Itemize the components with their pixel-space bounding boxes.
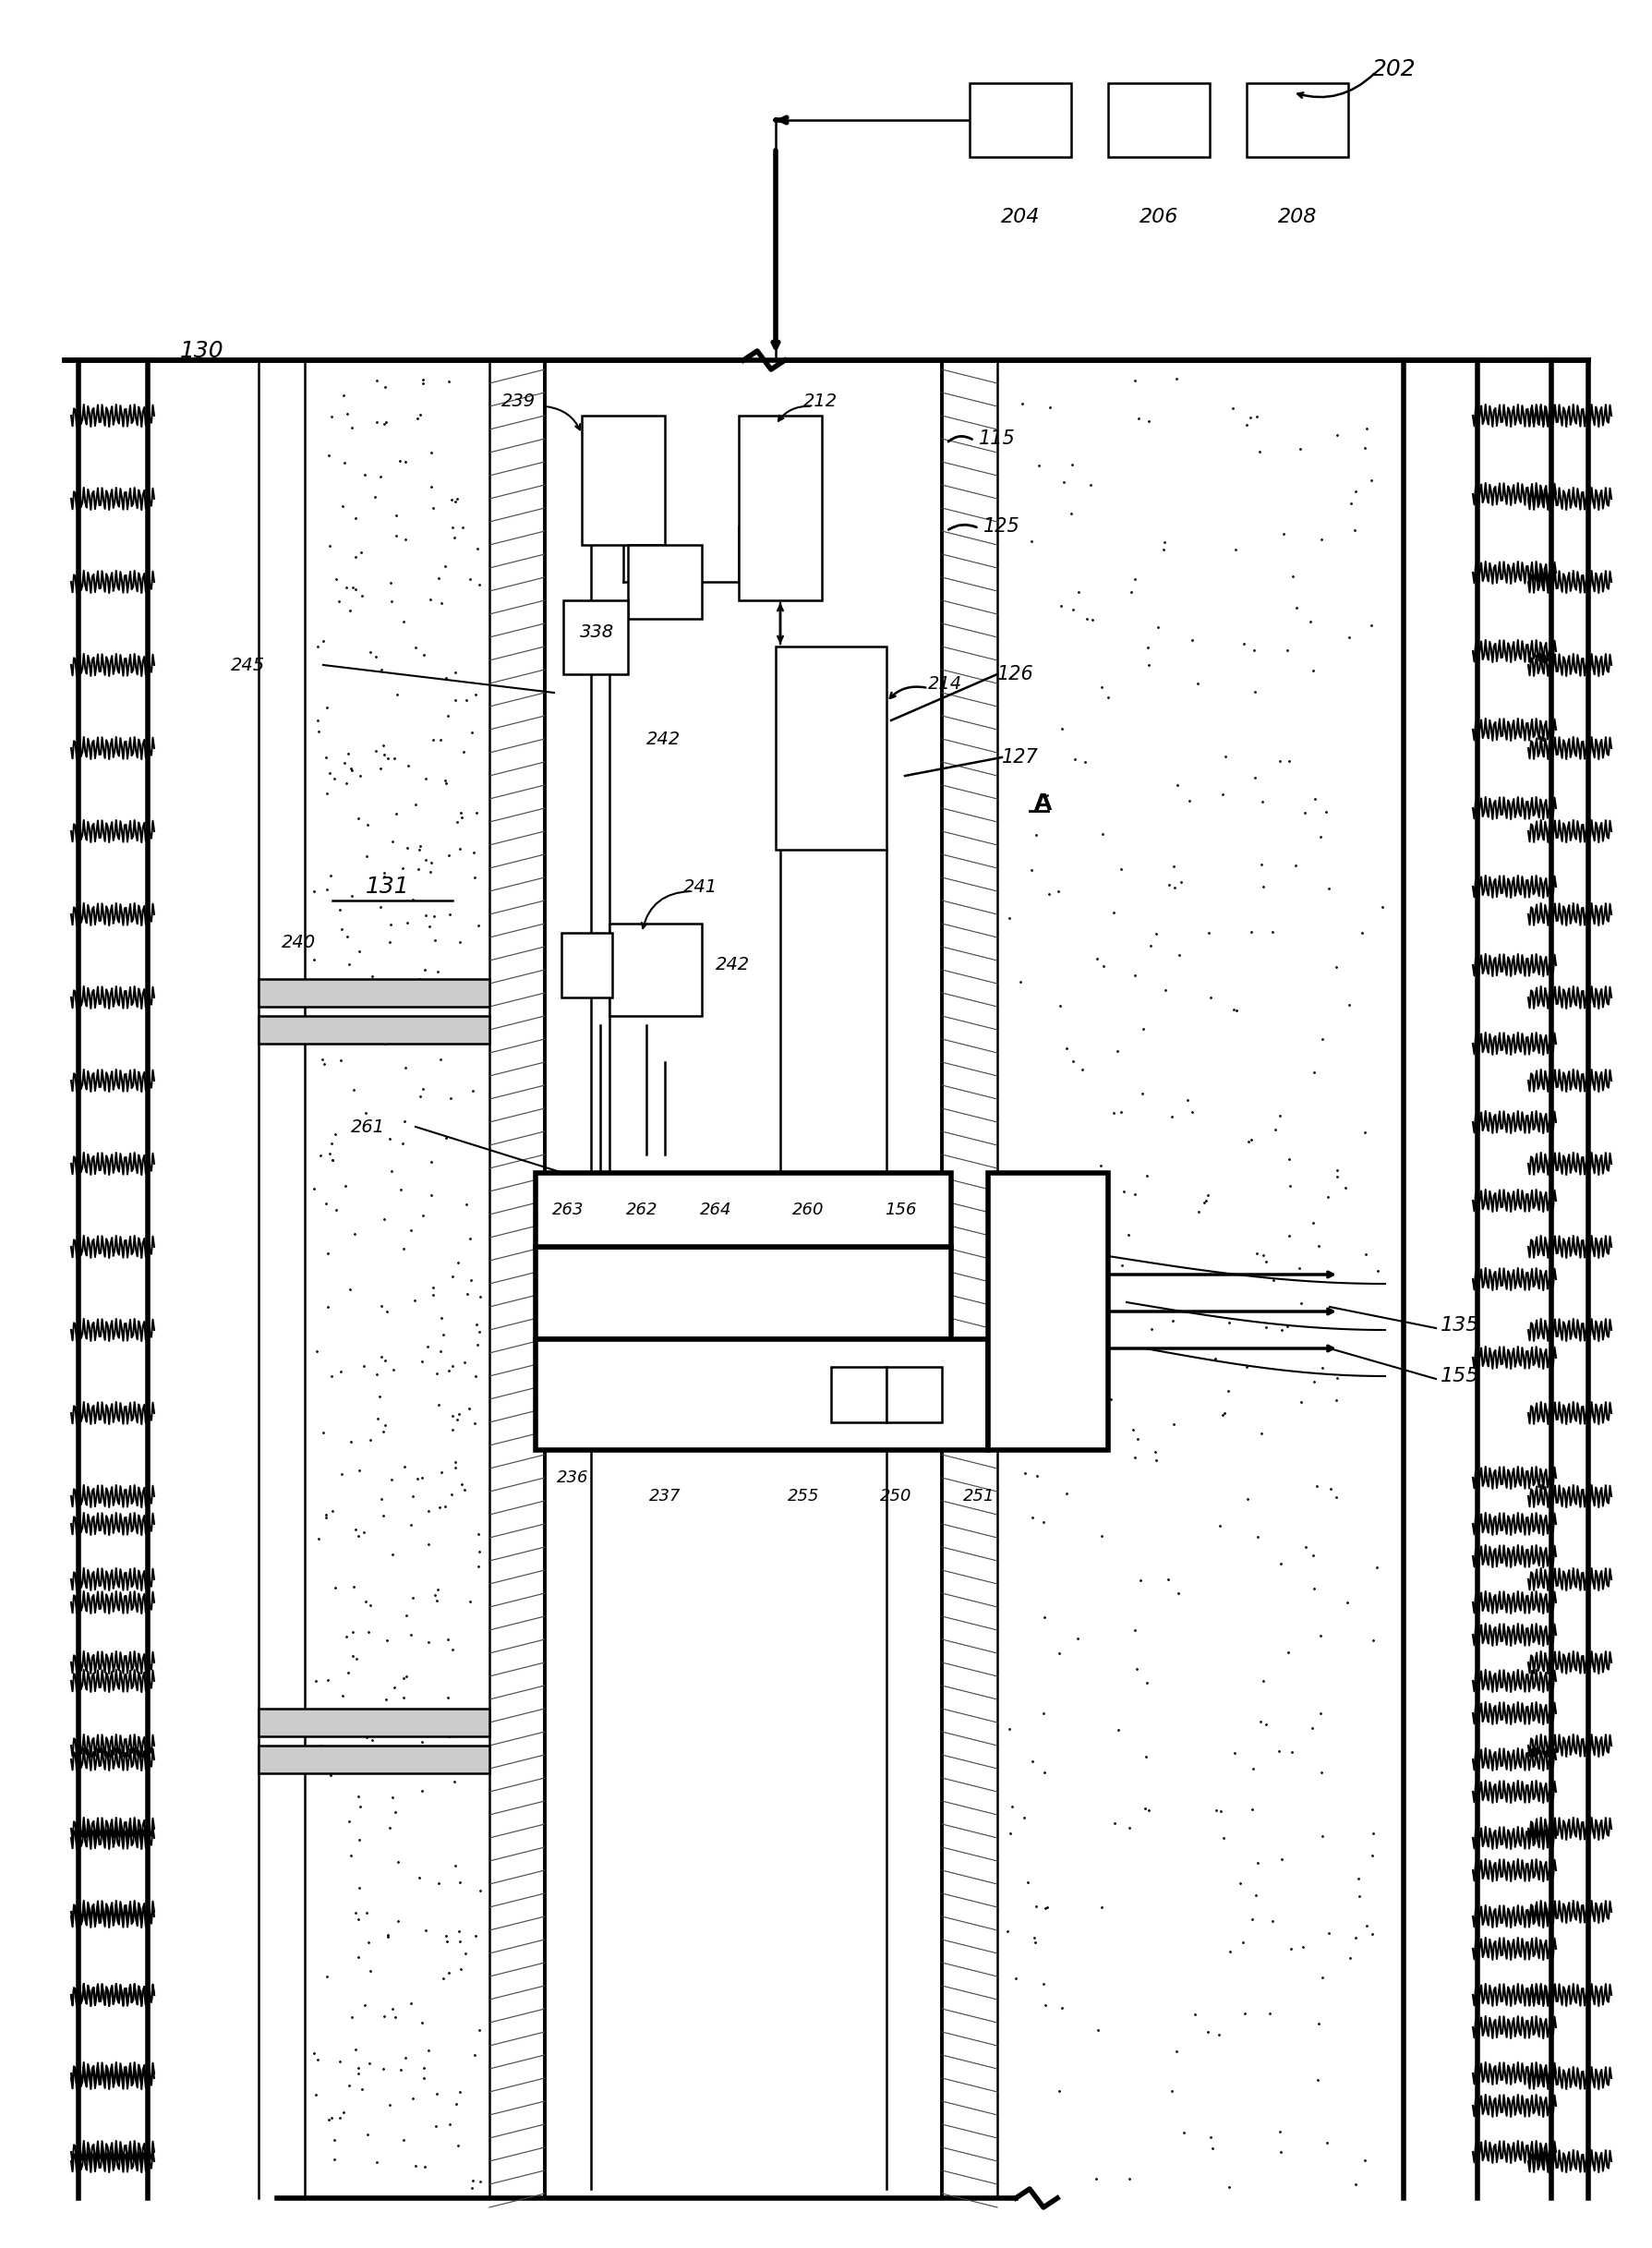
Bar <box>970 83 1070 157</box>
Bar <box>258 1744 489 1774</box>
Bar <box>258 1708 489 1735</box>
Bar <box>885 1367 942 1423</box>
Text: 115: 115 <box>978 429 1014 447</box>
Text: 264: 264 <box>699 1203 732 1218</box>
Text: 156: 156 <box>884 1203 915 1218</box>
Text: 125: 125 <box>983 517 1019 535</box>
Bar <box>988 1173 1107 1450</box>
Bar <box>258 1016 489 1043</box>
Text: A: A <box>1034 794 1052 814</box>
Text: 239: 239 <box>501 393 535 411</box>
Bar <box>1246 83 1348 157</box>
Text: 204: 204 <box>999 207 1039 227</box>
Bar <box>535 1340 988 1450</box>
Text: 240: 240 <box>281 933 316 951</box>
Text: 155: 155 <box>1441 1367 1479 1385</box>
Bar <box>562 933 611 998</box>
Bar <box>563 600 628 674</box>
Bar <box>535 1173 950 1248</box>
Text: 260: 260 <box>791 1203 823 1218</box>
Bar <box>610 924 702 1016</box>
Text: 242: 242 <box>715 955 750 973</box>
Text: 250: 250 <box>879 1488 912 1504</box>
Bar <box>1107 83 1209 157</box>
Text: 236: 236 <box>557 1470 588 1486</box>
Text: 206: 206 <box>1138 207 1178 227</box>
Text: 245: 245 <box>231 656 264 674</box>
Bar <box>628 544 702 618</box>
Bar <box>535 1248 950 1340</box>
Bar <box>831 1367 885 1423</box>
Bar <box>582 416 664 544</box>
Text: 261: 261 <box>350 1117 385 1135</box>
Text: 255: 255 <box>786 1488 819 1504</box>
Text: 131: 131 <box>365 874 410 897</box>
Text: 126: 126 <box>996 665 1034 683</box>
Text: 251: 251 <box>963 1488 995 1504</box>
Text: 135: 135 <box>1441 1315 1479 1335</box>
Bar <box>258 978 489 1007</box>
Text: 214: 214 <box>927 674 961 692</box>
Text: 242: 242 <box>646 731 681 749</box>
Text: 212: 212 <box>803 393 838 411</box>
Text: 263: 263 <box>552 1203 583 1218</box>
Text: 130: 130 <box>180 339 225 362</box>
Text: 127: 127 <box>1001 749 1037 767</box>
Text: 202: 202 <box>1371 58 1416 81</box>
Text: 208: 208 <box>1277 207 1317 227</box>
Text: 262: 262 <box>626 1203 657 1218</box>
Text: 241: 241 <box>682 879 717 895</box>
Text: 338: 338 <box>580 625 615 641</box>
Bar <box>738 416 821 600</box>
Bar <box>775 647 885 850</box>
Text: 237: 237 <box>649 1488 681 1504</box>
